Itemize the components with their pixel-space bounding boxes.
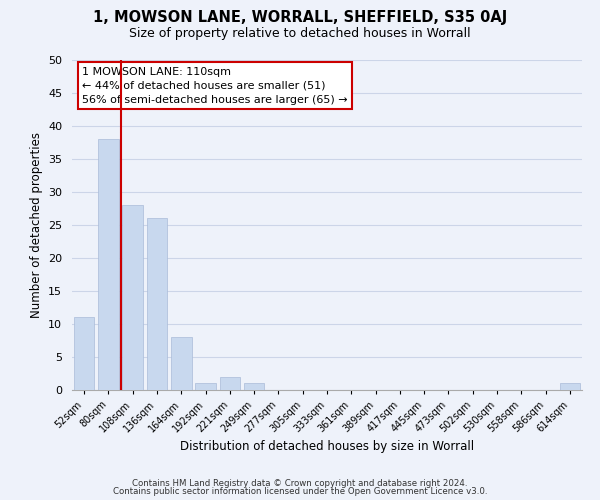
Text: Contains public sector information licensed under the Open Government Licence v3: Contains public sector information licen… [113,487,487,496]
Text: Contains HM Land Registry data © Crown copyright and database right 2024.: Contains HM Land Registry data © Crown c… [132,478,468,488]
Bar [98,139,119,390]
Text: Size of property relative to detached houses in Worrall: Size of property relative to detached ho… [129,28,471,40]
Bar [74,318,94,390]
Y-axis label: Number of detached properties: Number of detached properties [29,132,43,318]
Bar [560,384,580,390]
Bar [146,218,167,390]
Bar [244,384,265,390]
Bar [171,337,191,390]
X-axis label: Distribution of detached houses by size in Worrall: Distribution of detached houses by size … [180,440,474,452]
Text: 1, MOWSON LANE, WORRALL, SHEFFIELD, S35 0AJ: 1, MOWSON LANE, WORRALL, SHEFFIELD, S35 … [93,10,507,25]
Bar [195,384,216,390]
Text: 1 MOWSON LANE: 110sqm
← 44% of detached houses are smaller (51)
56% of semi-deta: 1 MOWSON LANE: 110sqm ← 44% of detached … [82,66,348,104]
Bar [122,205,143,390]
Bar [220,377,240,390]
